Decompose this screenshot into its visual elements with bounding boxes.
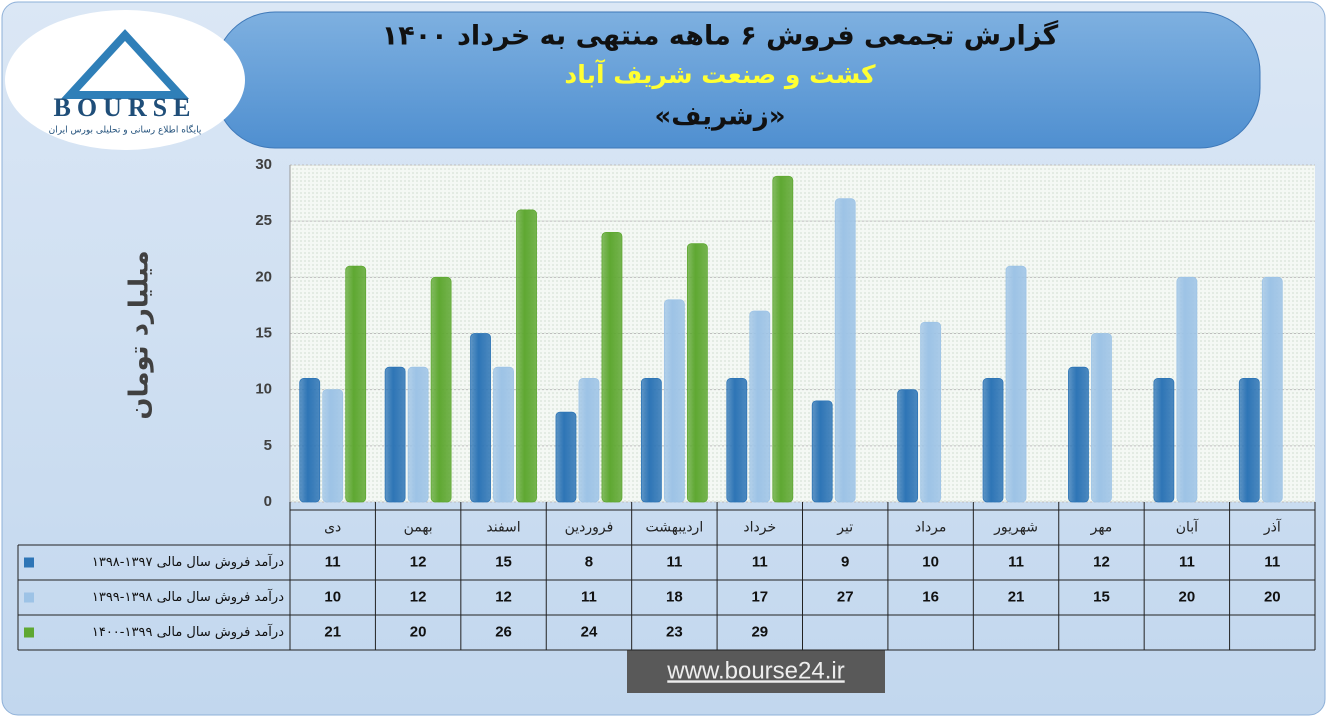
bar <box>811 400 833 503</box>
table-value: 12 <box>410 553 427 570</box>
x-tick-label: بهمن <box>404 520 433 536</box>
table-value: 27 <box>837 588 854 605</box>
x-tick-label: شهریور <box>993 520 1038 536</box>
bar <box>470 333 491 503</box>
table-value: 11 <box>666 553 682 570</box>
y-axis-label: میلیارد تومان <box>125 250 155 419</box>
table-value: 11 <box>1008 553 1024 570</box>
logo-tagline: پایگاه اطلاع رسانی و تحلیلی بورس ایران <box>49 124 202 136</box>
bar <box>345 265 367 503</box>
table-value: 12 <box>495 588 512 605</box>
legend-label: درآمد فروش سال مالی ۱۳۹۷-۱۳۹۸ <box>92 553 284 570</box>
bar <box>1005 265 1027 503</box>
bar <box>640 378 662 503</box>
bar <box>578 378 600 503</box>
table-value: 16 <box>922 588 939 605</box>
website[interactable]: www.bourse24.ir <box>666 657 844 684</box>
bar <box>516 209 537 503</box>
table-value: 23 <box>666 623 683 640</box>
bar <box>430 276 452 503</box>
bar <box>1261 276 1283 503</box>
logo-background <box>5 10 245 150</box>
bar <box>772 175 794 503</box>
legend-swatch <box>24 557 34 568</box>
table-value: 20 <box>1264 588 1281 605</box>
bar <box>686 243 708 503</box>
bar <box>1176 276 1198 503</box>
bar <box>726 378 748 503</box>
x-tick-label: تیر <box>836 520 853 536</box>
table-value: 20 <box>410 623 427 640</box>
bar <box>897 389 919 503</box>
table-value: 11 <box>1179 553 1195 570</box>
legend-swatch <box>24 627 34 638</box>
bar <box>982 378 1004 503</box>
y-tick-label: 5 <box>264 437 272 454</box>
table-value: 11 <box>325 553 341 570</box>
y-tick-label: 20 <box>255 268 272 285</box>
bar <box>1238 378 1260 503</box>
x-tick-label: فروردین <box>565 520 614 536</box>
table-value: 26 <box>495 623 512 640</box>
x-tick-label: اسفند <box>486 520 520 536</box>
bar <box>1153 378 1175 503</box>
table-value: 17 <box>751 588 768 605</box>
x-tick-label: اردیبهشت <box>646 520 704 536</box>
table-value: 12 <box>1093 553 1110 570</box>
table-value: 21 <box>1008 588 1025 605</box>
bar <box>384 366 406 503</box>
table-value: 15 <box>1093 588 1110 605</box>
website-box <box>627 650 885 693</box>
y-tick-label: 0 <box>264 493 272 510</box>
bar <box>555 411 577 503</box>
logo: BOURSE پایگاه اطلاع رسانی و تحلیلی بورس … <box>49 29 202 136</box>
legend-swatch <box>24 592 34 603</box>
x-tick-label: دی <box>324 520 341 536</box>
x-tick-label: خرداد <box>743 520 776 536</box>
table-value: 21 <box>324 623 341 640</box>
legend-label: درآمد فروش سال مالی ۱۳۹۸-۱۳۹۹ <box>92 588 284 605</box>
bar <box>1068 366 1089 503</box>
bar <box>407 366 429 503</box>
bar <box>601 231 623 503</box>
table-value: 8 <box>585 553 593 570</box>
table-value: 12 <box>410 588 427 605</box>
bar <box>299 378 321 503</box>
table-value: 24 <box>581 623 598 640</box>
bar <box>322 389 344 503</box>
y-tick-label: 10 <box>255 381 272 398</box>
table-value: 11 <box>581 588 597 605</box>
bar <box>834 198 856 503</box>
x-tick-label: آبان <box>1176 519 1199 536</box>
table-value: 15 <box>495 553 512 570</box>
chart-title: گزارش تجمعی فروش ۶ ماهه منتهی به خرداد ۱… <box>382 20 1059 52</box>
table-value: 18 <box>666 588 683 605</box>
table-value: 9 <box>841 553 849 570</box>
y-tick-label: 15 <box>255 324 272 341</box>
x-tick-label: مرداد <box>915 520 947 536</box>
x-tick-label: مهر <box>1090 520 1113 536</box>
table-value: 29 <box>751 623 768 640</box>
x-tick-label: آذر <box>1263 519 1282 536</box>
bar <box>493 366 514 503</box>
bar <box>920 321 942 503</box>
bar <box>663 299 685 503</box>
legend-label: درآمد فروش سال مالی ۱۳۹۹-۱۴۰۰ <box>92 623 284 640</box>
chart-subtitle: کشت و صنعت شریف آباد <box>564 59 876 90</box>
logo-shape <box>60 29 190 99</box>
bar <box>749 310 771 503</box>
table-value: 10 <box>324 588 341 605</box>
table-value: 20 <box>1179 588 1196 605</box>
logo-name: BOURSE <box>54 93 197 122</box>
table-value: 11 <box>752 553 768 570</box>
y-tick-label: 25 <box>255 212 272 229</box>
symbol: «زشریف» <box>654 102 785 132</box>
table-value: 11 <box>1264 553 1280 570</box>
table-value: 10 <box>922 553 939 570</box>
bar <box>1091 333 1112 503</box>
y-tick-label: 30 <box>255 156 272 173</box>
